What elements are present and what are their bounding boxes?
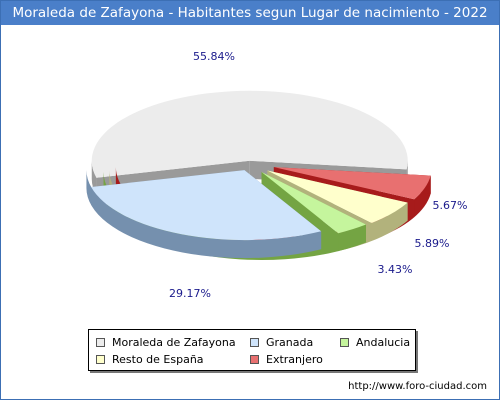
chart-title: Moraleda de Zafayona - Habitantes segun … (1, 1, 499, 25)
source-link[interactable]: http://www.foro-ciudad.com (348, 381, 487, 392)
pie-slice (91, 90, 408, 178)
legend-item-extranjero: Extranjero (250, 352, 323, 366)
legend-label: Extranjero (266, 352, 323, 366)
pie-slice (91, 170, 322, 241)
legend-swatch (96, 337, 105, 347)
data-label: 55.84% (193, 50, 235, 63)
legend-label: Resto de España (112, 352, 204, 366)
data-label: 29.17% (169, 287, 211, 300)
pie-slice (273, 167, 431, 200)
legend-item-andalucia: Andalucia (340, 335, 410, 349)
plot-area: 55.84% 29.17% 3.43% 5.89% 5.67% (2, 25, 499, 321)
data-label: 5.89% (415, 237, 450, 250)
pie-slice (267, 170, 408, 223)
pie-slice (261, 171, 366, 234)
legend-swatch (250, 354, 259, 364)
data-label: 5.67% (433, 199, 468, 212)
pie-chart: 55.84% 29.17% 3.43%5.89% 5.67% (86, 50, 468, 300)
legend-item-moraleda: Moraleda de Zafayona (96, 335, 236, 349)
legend: Moraleda de Zafayona Granada Andalucia R… (88, 329, 416, 371)
data-label: 3.43% (378, 263, 413, 276)
pie-slice-side (86, 170, 322, 259)
legend-label: Moraleda de Zafayona (112, 335, 236, 349)
legend-label: Andalucia (356, 335, 411, 349)
legend-swatch (340, 337, 349, 347)
legend-item-resto-espana: Resto de España (96, 352, 204, 366)
legend-swatch (96, 354, 105, 364)
legend-label: Granada (266, 335, 314, 349)
legend-item-granada: Granada (250, 335, 313, 349)
legend-swatch (250, 337, 259, 347)
